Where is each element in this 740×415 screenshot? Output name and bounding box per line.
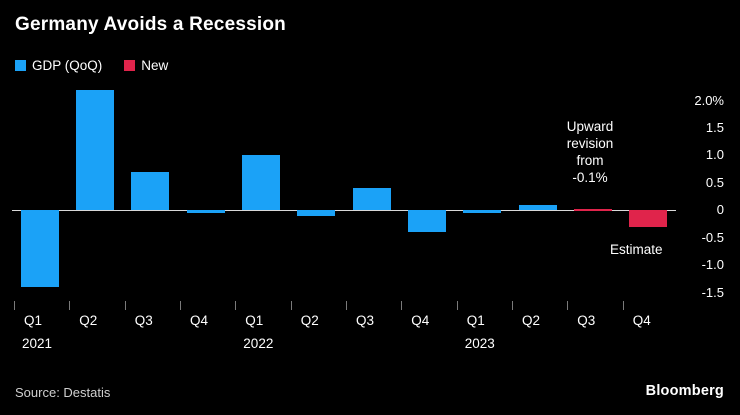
x-axis: Q1 Q2 Q3 Q4 Q1 Q2 Q3 Q4 Q1 Q2 Q3 Q4 2021 2022 2023 (12, 298, 676, 360)
bar-q2-5 (297, 210, 336, 216)
x-axis-tick (124, 301, 126, 310)
x-axis-tick (69, 301, 71, 310)
bar-q4-11 (629, 210, 668, 227)
bar-q4-3 (186, 210, 225, 213)
x-label-quarter: Q2 (522, 313, 541, 328)
bar-q1-4 (242, 155, 280, 211)
annotation-estimate: Estimate (610, 242, 663, 257)
chart-title: Germany Avoids a Recession (15, 14, 286, 35)
x-label-quarter: Q4 (190, 313, 209, 328)
x-axis-tick (401, 301, 403, 310)
x-label-quarter: Q3 (356, 313, 375, 328)
annotation-upward-revision: Upward revision from -0.1% (566, 119, 614, 185)
bar-q2-1 (76, 89, 114, 211)
x-axis-tick (290, 301, 292, 310)
bar-q4-7 (408, 210, 446, 233)
y-axis-labels: 2.0% 1.5 1.0 0.5 0 -0.5 -1.0 -1.5 (678, 84, 724, 300)
bar-q1-8 (463, 210, 502, 213)
x-label-quarter: Q1 (245, 313, 264, 328)
y-tick-label: -1.0 (701, 257, 724, 273)
bar-q3-2 (131, 171, 170, 211)
x-label-quarter: Q2 (79, 313, 98, 328)
bloomberg-logo: Bloomberg (645, 383, 724, 399)
y-tick-label: -1.5 (701, 284, 724, 300)
x-label-year: 2023 (464, 336, 495, 351)
x-axis-tick (567, 301, 569, 310)
legend: GDP (QoQ) New (15, 58, 168, 73)
plot-area (12, 84, 676, 298)
legend-swatch (15, 60, 26, 71)
bar-q3-10 (574, 208, 612, 211)
legend-swatch (124, 60, 136, 71)
x-label-quarter: Q1 (24, 313, 43, 328)
y-tick-label: 0.5 (705, 174, 724, 190)
x-label-year: 2021 (22, 336, 53, 351)
zero-gridline (12, 210, 676, 212)
y-tick-label: 0 (716, 202, 724, 218)
x-label-quarter: Q3 (134, 313, 153, 328)
source-text: Source: Destatis (15, 385, 111, 400)
x-axis-tick (235, 301, 237, 310)
x-label-quarter: Q4 (632, 313, 651, 328)
x-axis-tick (14, 301, 15, 310)
bar-q1-0 (20, 210, 59, 287)
legend-item: New (124, 58, 168, 73)
y-tick-label: 1.5 (705, 119, 724, 135)
x-label-quarter: Q2 (300, 313, 319, 328)
x-label-quarter: Q4 (411, 313, 430, 328)
y-tick-label: 1.0 (705, 147, 724, 163)
y-tick-label: -0.5 (701, 229, 724, 245)
x-label-year: 2022 (243, 336, 274, 351)
y-tick-label: 2.0% (694, 92, 724, 108)
x-axis-tick (180, 301, 181, 310)
x-axis-tick (512, 301, 513, 310)
x-label-quarter: Q1 (466, 313, 485, 328)
legend-label: New (141, 58, 169, 73)
bar-q2-9 (518, 204, 557, 211)
x-axis-tick (346, 301, 347, 310)
x-label-quarter: Q3 (577, 313, 596, 328)
legend-label: GDP (QoQ) (32, 58, 103, 73)
x-axis-tick (622, 301, 624, 310)
x-axis-tick (456, 301, 458, 310)
legend-item: GDP (QoQ) (15, 58, 102, 73)
bar-q3-6 (352, 188, 391, 211)
